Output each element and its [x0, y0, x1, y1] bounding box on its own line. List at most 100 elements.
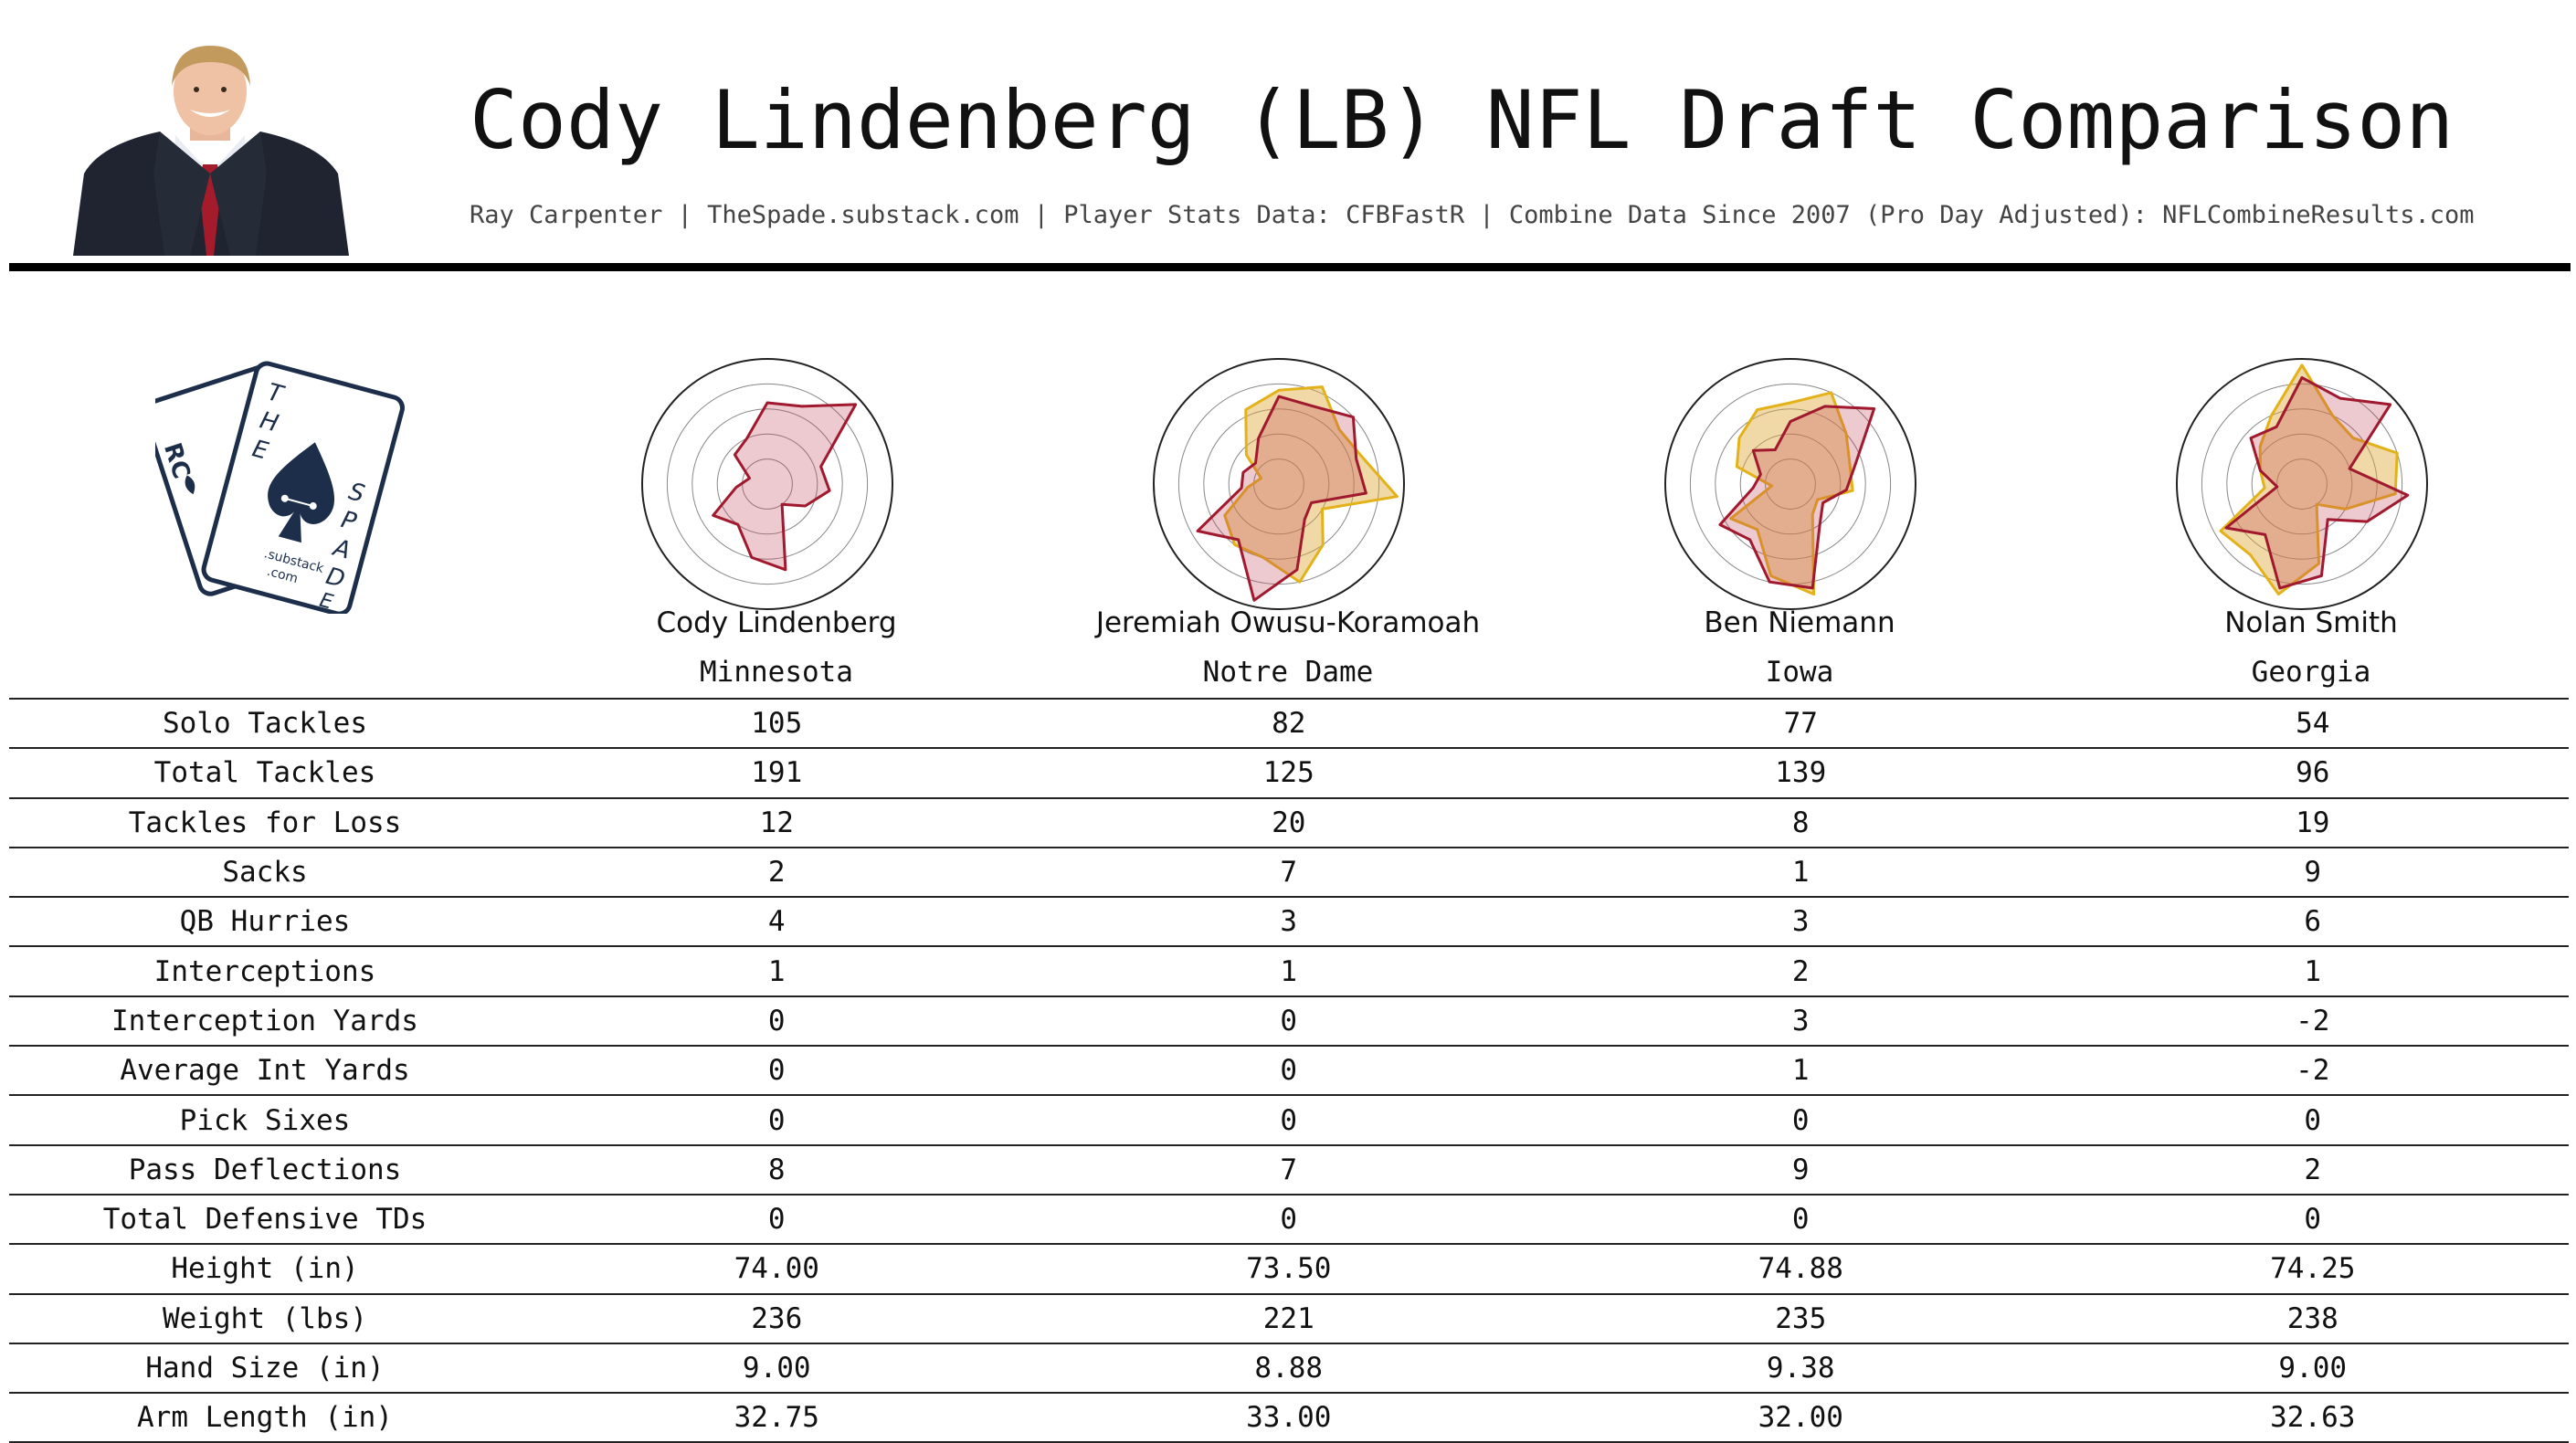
radar-grid-ring [1153, 358, 1405, 610]
stats-table: Solo Tackles 105 82 77 54 Total Tackles 191 125… [9, 697, 2569, 1443]
stat-label: Weight (lbs) [9, 1292, 521, 1343]
table-row: QB Hurries 4 3 3 6 [9, 896, 2569, 947]
stat-label: Interception Yards [9, 995, 521, 1047]
stat-value: 74.00 [521, 1243, 1033, 1294]
radar-main-series [1718, 405, 1876, 590]
stat-value: 0 [1032, 995, 1545, 1047]
stat-value: 19 [2056, 796, 2569, 848]
stat-value: 0 [521, 1193, 1033, 1245]
player-headshot [73, 46, 349, 256]
stat-value: 12 [521, 796, 1033, 848]
stat-label: Hand Size (in) [9, 1342, 521, 1394]
stat-value: 0 [2056, 1193, 2569, 1245]
stat-value: 3 [1545, 896, 2057, 947]
table-row: Arm Length (in) 32.75 33.00 32.00 32.63 [9, 1392, 2569, 1443]
radar-main-series [712, 401, 858, 572]
stat-label: Pass Deflections [9, 1143, 521, 1195]
radar-grid-ring [2226, 408, 2378, 560]
stat-value: 0 [1032, 1094, 1545, 1145]
player-school: Minnesota [700, 656, 853, 689]
stat-value: 1 [1032, 945, 1545, 996]
stat-value: 0 [521, 995, 1033, 1047]
table-row: Total Defensive TDs 0 0 0 0 [9, 1193, 2569, 1245]
stat-value: 0 [1032, 1193, 1545, 1245]
page-subtitle: Ray Carpenter | TheSpade.substack.com | … [470, 201, 2475, 229]
radar-comparison-series [1223, 385, 1399, 584]
stat-value: 0 [521, 1094, 1033, 1145]
radar-grid-ring [1203, 408, 1355, 560]
table-row: Pick Sixes 0 0 0 0 [9, 1094, 2569, 1145]
stat-value: 4 [521, 896, 1033, 947]
stat-value: 7 [1032, 846, 1545, 898]
stat-value: 238 [2056, 1292, 2569, 1343]
stat-label: Average Int Yards [9, 1045, 521, 1096]
stat-value: 191 [521, 747, 1033, 798]
stat-value: 2 [2056, 1143, 2569, 1195]
stat-label: Tackles for Loss [9, 796, 521, 848]
logo-letter-s: S [345, 478, 367, 508]
stat-value: 105 [521, 697, 1033, 749]
stat-value: 32.63 [2056, 1392, 2569, 1443]
stat-value: 7 [1032, 1143, 1545, 1195]
stat-value: 2 [521, 846, 1033, 898]
stat-value: 9 [1545, 1143, 2057, 1195]
radar-grid-ring [716, 433, 818, 535]
radar-grid-ring [2176, 358, 2428, 610]
table-row: Hand Size (in) 9.00 8.88 9.38 9.00 [9, 1342, 2569, 1394]
radar-grid-ring [1739, 433, 1842, 535]
table-row: Average Int Yards 0 0 1 -2 [9, 1045, 2569, 1096]
stat-value: 235 [1545, 1292, 2057, 1343]
stat-value: 54 [2056, 697, 2569, 749]
logo-letter-e2: E [317, 589, 335, 614]
stat-value: 32.75 [521, 1392, 1033, 1443]
stat-value: 236 [521, 1292, 1033, 1343]
radar-grid-ring [2251, 433, 2353, 535]
radar-chart-player-4 [2176, 358, 2428, 610]
radar-chart-player-2 [1153, 358, 1405, 610]
radar-grid-ring [1228, 433, 1330, 535]
table-row: Weight (lbs) 236 221 235 238 [9, 1292, 2569, 1343]
player-school: Georgia [2251, 656, 2371, 689]
stat-value: -2 [2056, 1045, 2569, 1096]
radar-main-series [1196, 395, 1367, 602]
stat-value: 8.88 [1032, 1342, 1545, 1394]
radar-grid-ring [641, 358, 893, 610]
radar-grid-ring [2276, 458, 2328, 510]
stat-label: Interceptions [9, 945, 521, 996]
stat-value: 8 [521, 1143, 1033, 1195]
stat-value: 9.38 [1545, 1342, 2057, 1394]
radar-main-series [2224, 376, 2410, 590]
radar-grid-ring [1715, 408, 1866, 560]
the-spade-logo: RC T H E S P A D E .substack .com [155, 361, 405, 614]
stat-value: 0 [1545, 1094, 2057, 1145]
stat-value: 9.00 [521, 1342, 1033, 1394]
page-title: Cody Lindenberg (LB) NFL Draft Compariso… [470, 73, 2455, 167]
stat-value: 0 [1545, 1193, 2057, 1245]
stat-value: 3 [1545, 995, 2057, 1047]
stat-value: 0 [2056, 1094, 2569, 1145]
stat-value: 139 [1545, 747, 2057, 798]
player-name: Ben Niemann [1704, 606, 1895, 639]
stat-value: 6 [2056, 896, 2569, 947]
stat-label: Total Defensive TDs [9, 1193, 521, 1245]
stat-value: 8 [1545, 796, 2057, 848]
radar-grid-ring [2201, 383, 2403, 585]
stat-value: 73.50 [1032, 1243, 1545, 1294]
table-row: Interceptions 1 1 2 1 [9, 945, 2569, 996]
player-name: Nolan Smith [2224, 606, 2398, 639]
stat-label: Total Tackles [9, 747, 521, 798]
stat-value: 125 [1032, 747, 1545, 798]
stat-label: Pick Sixes [9, 1094, 521, 1145]
table-row: Height (in) 74.00 73.50 74.88 74.25 [9, 1243, 2569, 1294]
stat-value: 9 [2056, 846, 2569, 898]
player-school: Iowa [1765, 656, 1834, 689]
stat-value: 33.00 [1032, 1392, 1545, 1443]
table-row: Tackles for Loss 12 20 8 19 [9, 796, 2569, 848]
stat-value: 1 [1545, 846, 2057, 898]
stat-value: 0 [521, 1045, 1033, 1096]
table-row: Total Tackles 191 125 139 96 [9, 747, 2569, 798]
stat-label: Solo Tackles [9, 697, 521, 749]
stat-value: 74.25 [2056, 1243, 2569, 1294]
stat-value: 32.00 [1545, 1392, 2057, 1443]
stat-value: 0 [1032, 1045, 1545, 1096]
